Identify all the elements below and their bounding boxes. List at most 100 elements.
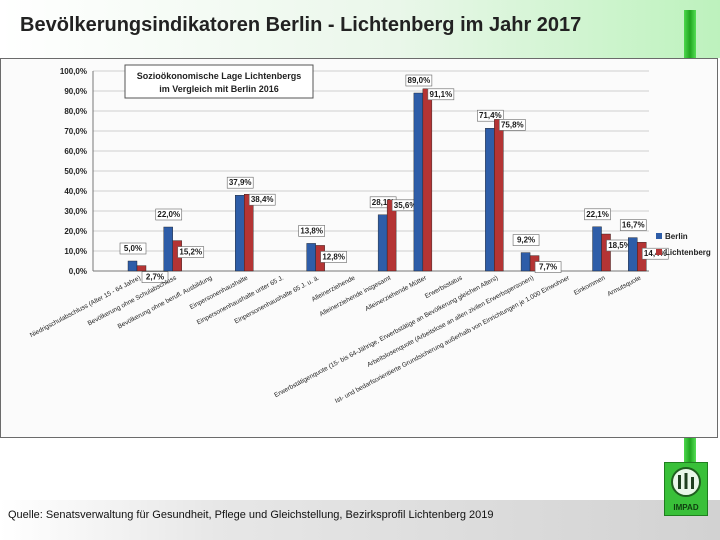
bar-berlin bbox=[163, 226, 173, 272]
data-label-text: 7,7% bbox=[539, 263, 557, 272]
data-label: 13,8% bbox=[298, 225, 325, 237]
data-label-box bbox=[427, 88, 455, 101]
data-label: 22,0% bbox=[155, 208, 183, 221]
bar-lichtenberg bbox=[243, 193, 254, 272]
legend-swatch bbox=[656, 233, 662, 239]
bar-berlin bbox=[306, 243, 316, 272]
data-label: 91,1% bbox=[427, 88, 455, 101]
data-label: 9,2% bbox=[512, 234, 540, 246]
legend-swatch bbox=[656, 249, 662, 255]
data-label-text: 2,7% bbox=[146, 273, 164, 282]
data-label-box bbox=[619, 219, 647, 231]
data-label: 14,4% bbox=[641, 247, 669, 260]
data-label-box bbox=[584, 208, 611, 221]
y-tick-label: 30,0% bbox=[64, 207, 87, 216]
x-tick-label: Erwerbstätigenquote (15- bis 64-Jährige,… bbox=[273, 275, 499, 400]
bar-chart: 0,0% 10,0% 20,0% 30,0% 40,0% 50,0% 60,0% 70,0% 8… bbox=[29, 64, 711, 405]
bar-berlin bbox=[127, 260, 138, 272]
y-tick-label: 80,0% bbox=[64, 107, 87, 116]
data-label: 7,7% bbox=[534, 261, 562, 273]
chart-title-line: Sozioökonomische Lage Lichtenbergs bbox=[137, 71, 302, 81]
data-label-box bbox=[119, 242, 147, 255]
x-tick-label: Ist- und bedarfsorientierte Grundsicheru… bbox=[334, 274, 572, 405]
footer-band bbox=[0, 500, 720, 540]
y-tick-label: 90,0% bbox=[64, 87, 87, 96]
data-label-text: 91,1% bbox=[430, 90, 453, 99]
legend-label: Lichtenberg bbox=[665, 248, 711, 257]
bar-berlin bbox=[413, 92, 424, 272]
logo-text: IMPAD bbox=[673, 503, 699, 512]
data-label: 22,1% bbox=[584, 208, 611, 221]
data-label: 16,7% bbox=[619, 219, 647, 231]
logo-mark-icon bbox=[671, 467, 701, 497]
data-label-box bbox=[499, 119, 526, 131]
data-label-text: 14,4% bbox=[644, 249, 667, 258]
bar-berlin bbox=[520, 252, 531, 272]
data-label-box bbox=[477, 109, 504, 122]
x-tick-label: Einpersonenhaushalte bbox=[189, 274, 250, 311]
data-label-text: 22,1% bbox=[586, 210, 609, 219]
x-tick-label: Einkommen bbox=[573, 274, 607, 296]
x-tick-label: Armutsquote bbox=[606, 274, 642, 298]
page-title: Bevölkerungsindikatoren Berlin - Lichten… bbox=[20, 14, 582, 36]
data-label-box bbox=[641, 247, 669, 260]
y-tick-label: 10,0% bbox=[64, 247, 87, 256]
data-label-box bbox=[512, 234, 540, 246]
chart-frame: 0,0% 10,0% 20,0% 30,0% 40,0% 50,0% 60,0% 70,0% 8… bbox=[0, 58, 718, 438]
data-label-text: 18,5% bbox=[608, 241, 631, 250]
impad-logo: IMPAD bbox=[664, 462, 708, 516]
data-label-text: 38,4% bbox=[251, 195, 274, 204]
data-label-text: 28,1% bbox=[372, 198, 395, 207]
data-label-text: 15,2% bbox=[179, 248, 202, 257]
source-note: Quelle: Senatsverwaltung für Gesundheit,… bbox=[8, 509, 494, 521]
y-tick-label: 0,0% bbox=[69, 267, 87, 276]
data-label: 15,2% bbox=[177, 246, 205, 258]
bar-lichtenberg bbox=[136, 265, 147, 272]
bar-lichtenberg bbox=[386, 199, 397, 272]
x-tick-label: Arbeitslosenquote (Arbeitslose an allen … bbox=[366, 275, 535, 369]
bar-berlin bbox=[234, 194, 245, 272]
data-label-box bbox=[320, 251, 347, 263]
data-label-box bbox=[405, 74, 433, 87]
chart-title-box bbox=[124, 64, 314, 99]
legend-label: Berlin bbox=[665, 232, 688, 241]
data-label-text: 22,0% bbox=[157, 210, 180, 219]
title-band bbox=[0, 0, 720, 58]
data-label: 2,7% bbox=[141, 271, 169, 283]
data-label-text: 35,6% bbox=[394, 201, 417, 210]
y-tick-label: 40,0% bbox=[64, 187, 87, 196]
data-label-box bbox=[177, 246, 205, 258]
data-label-box bbox=[534, 261, 562, 273]
bar-lichtenberg bbox=[601, 233, 611, 272]
data-label-text: 9,2% bbox=[517, 236, 535, 245]
data-label-text: 5,0% bbox=[124, 244, 142, 253]
y-tick-label: 60,0% bbox=[64, 147, 87, 156]
y-tick-label: 100,0% bbox=[60, 67, 87, 76]
data-label: 38,4% bbox=[248, 193, 276, 206]
data-label-text: 89,0% bbox=[408, 76, 431, 85]
data-label: 71,4% bbox=[477, 109, 504, 122]
data-label-text: 13,8% bbox=[300, 226, 323, 235]
bar-berlin bbox=[377, 214, 388, 272]
data-label: 5,0% bbox=[119, 242, 147, 255]
y-tick-label: 20,0% bbox=[64, 227, 87, 236]
data-label-box bbox=[298, 225, 325, 237]
data-label: 37,9% bbox=[226, 176, 254, 189]
chart-title-line: im Vergleich mit Berlin 2016 bbox=[159, 84, 279, 94]
bar-berlin bbox=[592, 226, 602, 272]
data-label-text: 75,8% bbox=[501, 120, 524, 129]
x-tick-label: Alleinerziehende Mütter bbox=[364, 274, 428, 313]
bar-lichtenberg bbox=[422, 88, 433, 272]
bar-lichtenberg bbox=[494, 119, 504, 272]
data-label-text: 71,4% bbox=[479, 111, 502, 120]
data-label: 12,8% bbox=[320, 251, 347, 263]
y-tick-label: 70,0% bbox=[64, 127, 87, 136]
data-label-text: 12,8% bbox=[322, 252, 345, 261]
data-label-box bbox=[226, 176, 254, 189]
data-label-text: 37,9% bbox=[229, 178, 252, 187]
data-label-box bbox=[155, 208, 183, 221]
data-label: 75,8% bbox=[499, 119, 526, 131]
data-label-box bbox=[248, 193, 276, 206]
data-label-box bbox=[141, 271, 169, 283]
y-tick-label: 50,0% bbox=[64, 167, 87, 176]
